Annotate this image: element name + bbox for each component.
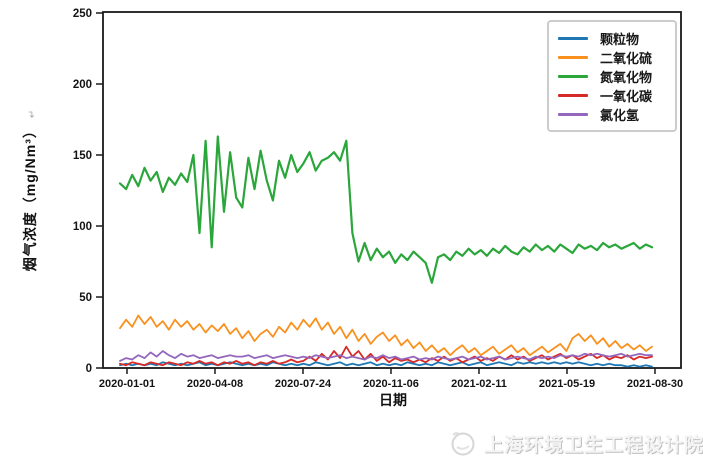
paragraph-mark: ↵ [27, 108, 38, 119]
svg-text:2021-08-30: 2021-08-30 [627, 378, 683, 390]
legend-line-swatch [558, 75, 588, 78]
chart-legend: 颗粒物 二氧化硫 氮氧化物 一氧化碳 氯化氢 [547, 20, 677, 132]
svg-text:250: 250 [73, 8, 92, 20]
legend-item-co: 一氧化碳 [549, 86, 675, 105]
organization-name: 上海环境卫生工程设计院 [484, 434, 703, 456]
svg-text:2020-04-08: 2020-04-08 [187, 378, 243, 390]
legend-label: 一氧化碳 [600, 89, 653, 104]
y-axis-label: 烟气浓度（mg/Nm³） ↵ [20, 109, 40, 272]
svg-text:2021-02-11: 2021-02-11 [451, 378, 507, 390]
legend-label: 二氧化硫 [600, 51, 653, 66]
svg-text:2020-01-01: 2020-01-01 [99, 378, 155, 390]
legend-item-so2: 二氧化硫 [549, 48, 675, 67]
legend-line-swatch [558, 94, 588, 97]
organization-logo-icon [451, 432, 475, 456]
x-axis-label: 日期 [379, 392, 407, 408]
y-axis-label-text: 烟气浓度（mg/Nm³） [22, 123, 38, 272]
organization-watermark: 上海环境卫生工程设计院 [448, 429, 703, 457]
svg-text:2021-05-19: 2021-05-19 [539, 378, 595, 390]
svg-text:2020-07-24: 2020-07-24 [275, 378, 332, 390]
legend-item-nox: 氮氧化物 [549, 67, 675, 86]
svg-text:200: 200 [73, 79, 92, 91]
legend-label: 氯化氢 [600, 108, 640, 123]
legend-line-swatch [558, 113, 588, 116]
svg-text:150: 150 [73, 150, 92, 162]
legend-item-particulate: 颗粒物 [549, 29, 675, 48]
svg-text:0: 0 [86, 363, 92, 375]
legend-item-hcl: 氯化氢 [549, 105, 675, 124]
legend-label: 颗粒物 [600, 32, 640, 47]
svg-text:2020-11-06: 2020-11-06 [363, 378, 419, 390]
legend-line-swatch [558, 56, 588, 59]
legend-label: 氮氧化物 [600, 70, 653, 85]
svg-text:100: 100 [73, 221, 92, 233]
legend-line-swatch [558, 37, 588, 40]
svg-text:50: 50 [79, 292, 92, 304]
